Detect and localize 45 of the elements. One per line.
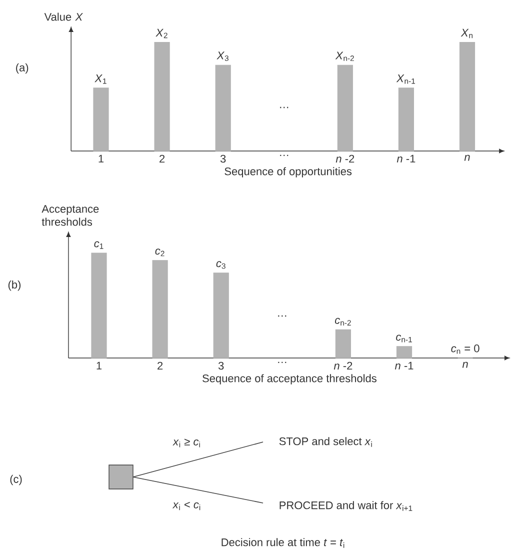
bar	[335, 329, 352, 358]
x-tick-label: 3	[220, 154, 226, 163]
x-tick-label: n	[462, 362, 468, 368]
annotation: c$_{n}$ = 0	[451, 344, 480, 354]
bar	[396, 346, 412, 358]
annotation: c$_{3}$	[216, 261, 226, 269]
annotation: c$_{1}$	[94, 241, 104, 249]
x-tick-label: n -2	[336, 154, 354, 163]
annotation: X$_{n}$	[460, 28, 472, 38]
x-tick-label: 1	[98, 154, 104, 162]
annotation: X$_{3}$	[216, 52, 228, 61]
text: PROCEED and wait for x$_{i+1}$	[280, 501, 412, 511]
text: x$_{i}$ ≥ c$_{i}$	[172, 438, 200, 448]
x-tick-label: 3	[218, 362, 224, 370]
x-tick-label: n -2	[334, 362, 352, 370]
annotation: c$_{n-1}$	[396, 334, 412, 342]
y-axis-title: Acceptance thresholds	[42, 205, 99, 226]
bar	[152, 260, 168, 358]
y-axis-title: Value X	[44, 12, 83, 21]
text: STOP and select x$_{i}$	[279, 437, 372, 447]
x-tick-label: 2	[160, 154, 165, 163]
bar	[91, 252, 107, 358]
text: x$_{i}$ < c$_{i}$	[172, 502, 200, 510]
annotation: X$_{n-2}$	[335, 52, 354, 61]
x-tick-label: 2	[158, 362, 163, 370]
text: Decision rule at time t = t$_{i}$	[222, 538, 344, 548]
text: (c)	[10, 474, 22, 486]
bar	[213, 272, 229, 358]
annotation: c$_{n-2}$	[335, 318, 351, 326]
annotation: …	[280, 106, 288, 108]
annotation: X$_{n-1}$	[396, 74, 415, 84]
x-tick-label: n -1	[394, 362, 414, 370]
annotation: X$_{1}$	[94, 74, 106, 84]
annotation: c$_{2}$	[155, 248, 164, 256]
x-tick-label: …	[278, 362, 286, 364]
x-tick-label: n	[464, 154, 470, 161]
x-tick-label: 1	[96, 362, 102, 370]
x-axis-title: Sequence of opportunities	[224, 167, 352, 178]
x-axis-title: Sequence of acceptance thresholds	[202, 374, 376, 384]
annotation: X$_{2}$	[156, 28, 168, 38]
annotation: …	[278, 315, 286, 317]
x-tick-label: n -1	[396, 154, 416, 162]
text: (b)	[8, 280, 21, 291]
text: (a)	[16, 63, 28, 74]
x-tick-label: …	[280, 154, 288, 156]
